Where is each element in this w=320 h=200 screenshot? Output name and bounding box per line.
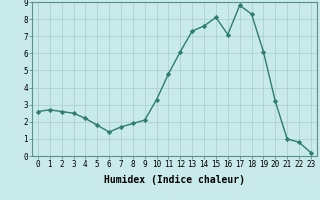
X-axis label: Humidex (Indice chaleur): Humidex (Indice chaleur) <box>104 175 245 185</box>
